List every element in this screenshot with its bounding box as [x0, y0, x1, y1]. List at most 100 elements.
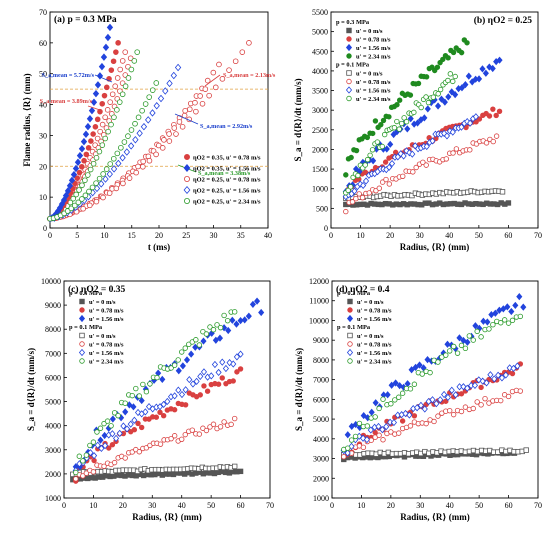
data-point: [388, 429, 394, 435]
data-point: [102, 43, 110, 52]
data-point: [83, 151, 90, 158]
data-point: [400, 152, 407, 160]
data-point: [105, 128, 111, 135]
x-tick-label: 0: [329, 231, 333, 240]
data-point: [159, 375, 166, 384]
series-points: [343, 200, 512, 208]
x-axis-label: Radius, ⟨R⟩ (mm): [400, 512, 469, 522]
data-point: [96, 175, 103, 182]
data-point: [344, 431, 351, 439]
data-point: [499, 189, 506, 195]
data-point: [70, 195, 77, 202]
data-point: [431, 418, 437, 425]
data-point: [120, 422, 127, 430]
data-point: [394, 102, 400, 108]
data-point: [412, 363, 419, 371]
data-point: [383, 423, 390, 431]
data-point: [162, 87, 169, 95]
data-point: [490, 106, 496, 112]
data-point: [443, 156, 450, 162]
data-point: [408, 366, 415, 374]
x-tick-label: 60: [505, 501, 513, 510]
data-point: [80, 458, 86, 464]
data-point: [199, 100, 206, 107]
data-point: [249, 300, 256, 308]
data-point: [208, 372, 215, 380]
x-tick-label: 30: [416, 501, 424, 510]
data-point: [186, 375, 193, 384]
data-point: [110, 58, 117, 65]
data-point: [441, 129, 448, 137]
data-point: [79, 196, 85, 202]
data-point: [140, 381, 146, 388]
legend-label: u' = 1.56 m/s: [356, 87, 391, 94]
legend-label: u' = 0.78 m/s: [356, 36, 391, 43]
legend-label: u' = 1.56 m/s: [356, 45, 391, 52]
data-point: [386, 181, 393, 187]
data-point: [76, 453, 83, 459]
data-point: [368, 408, 375, 416]
x-tick-label: 10: [357, 501, 365, 510]
legend-group-title: p = 0.3 MPa: [336, 19, 370, 26]
data-point: [381, 131, 388, 138]
data-point: [129, 392, 135, 399]
y-tick-label: 2000: [45, 470, 61, 479]
y-tick-label: 6000: [313, 395, 329, 404]
data-point: [149, 109, 156, 117]
data-point: [123, 425, 131, 433]
data-point: [410, 169, 416, 175]
data-point: [232, 58, 239, 65]
legend-marker: [78, 314, 86, 323]
data-point: [97, 425, 104, 431]
data-point: [462, 80, 469, 89]
data-point: [115, 159, 122, 168]
data-point: [171, 407, 178, 413]
data-point: [375, 422, 382, 431]
data-point: [73, 469, 79, 476]
data-point: [197, 93, 203, 99]
data-point: [157, 441, 164, 447]
data-point: [450, 49, 457, 56]
annotation-arrow: [87, 105, 101, 111]
data-point: [400, 173, 406, 179]
data-point: [430, 94, 437, 100]
data-point: [368, 437, 374, 443]
data-point: [376, 185, 382, 191]
y-tick-label: 2500: [312, 126, 328, 135]
data-point: [104, 418, 111, 424]
data-point: [106, 170, 113, 178]
legend-group-title: p = 0.3 MPa: [69, 290, 103, 297]
data-point: [113, 434, 120, 442]
panel-a: 0 5 10 15 20 25 30 35 40 0 10 20 30 40 50 60 70 t (ms) Fla…: [22, 8, 276, 252]
data-point: [344, 445, 351, 451]
x-tick-label: 70: [534, 231, 542, 240]
data-point: [66, 182, 74, 190]
data-point: [237, 366, 244, 372]
data-point: [101, 92, 108, 99]
data-point: [458, 408, 465, 415]
data-point: [219, 358, 226, 366]
data-point: [482, 395, 488, 402]
legend-marker: [346, 36, 352, 42]
legend-marker: [347, 358, 353, 364]
x-tick-label: 40: [446, 501, 454, 510]
data-point: [215, 381, 222, 387]
legend-label: ηO2 = 0.25, u' = 2.34 m/s: [193, 199, 261, 206]
data-point: [355, 172, 361, 179]
data-point: [118, 144, 124, 151]
data-point: [452, 391, 459, 399]
data-point: [226, 67, 232, 73]
data-point: [493, 133, 500, 139]
y-tick-label: 4500: [312, 47, 328, 56]
y-tick-label: 500: [316, 204, 328, 213]
legend-marker: [346, 27, 352, 34]
data-point: [142, 408, 149, 416]
data-point: [258, 308, 265, 317]
data-point: [90, 439, 97, 445]
data-point: [396, 394, 402, 400]
data-point: [416, 361, 423, 369]
series-points: [343, 71, 458, 196]
data-point: [175, 386, 182, 394]
data-point: [376, 405, 382, 412]
